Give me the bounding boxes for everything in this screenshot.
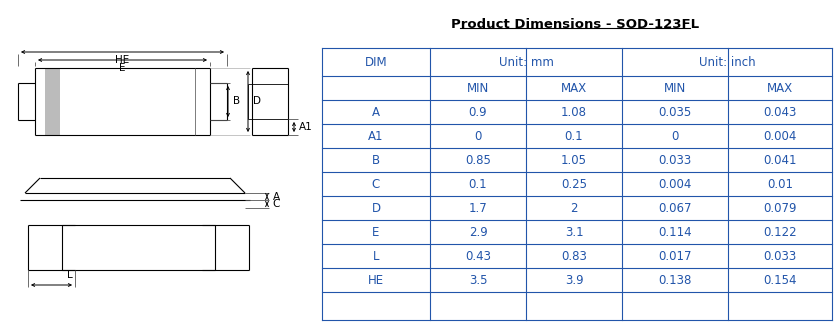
Text: L: L <box>66 270 72 280</box>
Text: 0: 0 <box>671 130 679 142</box>
Text: Unit: inch: Unit: inch <box>699 55 755 69</box>
Text: 0.035: 0.035 <box>659 106 691 118</box>
Text: B: B <box>372 154 380 167</box>
Text: C: C <box>272 199 280 209</box>
Text: E: E <box>119 63 126 73</box>
Text: 0.122: 0.122 <box>764 226 797 238</box>
Text: 0.017: 0.017 <box>659 250 692 262</box>
Text: C: C <box>372 177 381 191</box>
Text: A1: A1 <box>368 130 384 142</box>
Text: 3.9: 3.9 <box>564 274 583 286</box>
Text: MAX: MAX <box>561 81 587 94</box>
Bar <box>45 68 60 135</box>
Text: B: B <box>234 96 240 107</box>
Text: 0.114: 0.114 <box>659 226 692 238</box>
Text: 0.25: 0.25 <box>561 177 587 191</box>
Text: 0.83: 0.83 <box>561 250 587 262</box>
Text: Unit: mm: Unit: mm <box>499 55 554 69</box>
Text: 0.079: 0.079 <box>764 201 797 215</box>
Text: 2: 2 <box>570 201 578 215</box>
Text: 0.041: 0.041 <box>764 154 797 167</box>
Text: 0.85: 0.85 <box>465 154 491 167</box>
Text: HE: HE <box>368 274 384 286</box>
Text: DIM: DIM <box>365 55 387 69</box>
Text: 0.01: 0.01 <box>767 177 793 191</box>
Text: A: A <box>272 192 280 201</box>
Text: 0.067: 0.067 <box>659 201 692 215</box>
Text: MIN: MIN <box>467 81 489 94</box>
Text: MAX: MAX <box>767 81 793 94</box>
Text: Product Dimensions - SOD-123FL: Product Dimensions - SOD-123FL <box>451 18 699 31</box>
Text: HE: HE <box>115 55 129 65</box>
Text: 3.1: 3.1 <box>564 226 583 238</box>
Text: 0.004: 0.004 <box>764 130 796 142</box>
Text: A: A <box>372 106 380 118</box>
Text: 0.9: 0.9 <box>469 106 487 118</box>
Text: 0.1: 0.1 <box>564 130 583 142</box>
Text: 0.43: 0.43 <box>465 250 491 262</box>
Text: 0.033: 0.033 <box>764 250 796 262</box>
Text: 0.004: 0.004 <box>659 177 691 191</box>
Text: 1.08: 1.08 <box>561 106 587 118</box>
Text: A1: A1 <box>299 122 312 132</box>
Text: MIN: MIN <box>664 81 686 94</box>
Text: 0.1: 0.1 <box>469 177 487 191</box>
Text: E: E <box>372 226 380 238</box>
Text: D: D <box>371 201 381 215</box>
Text: 2.9: 2.9 <box>469 226 487 238</box>
Text: 0.138: 0.138 <box>659 274 691 286</box>
Text: 0.043: 0.043 <box>764 106 796 118</box>
Text: 3.5: 3.5 <box>469 274 487 286</box>
Text: L: L <box>373 250 379 262</box>
Text: 1.05: 1.05 <box>561 154 587 167</box>
Text: D: D <box>253 96 261 107</box>
Text: 0: 0 <box>475 130 481 142</box>
Text: 0.154: 0.154 <box>764 274 797 286</box>
Text: 0.033: 0.033 <box>659 154 691 167</box>
Text: 1.7: 1.7 <box>469 201 487 215</box>
